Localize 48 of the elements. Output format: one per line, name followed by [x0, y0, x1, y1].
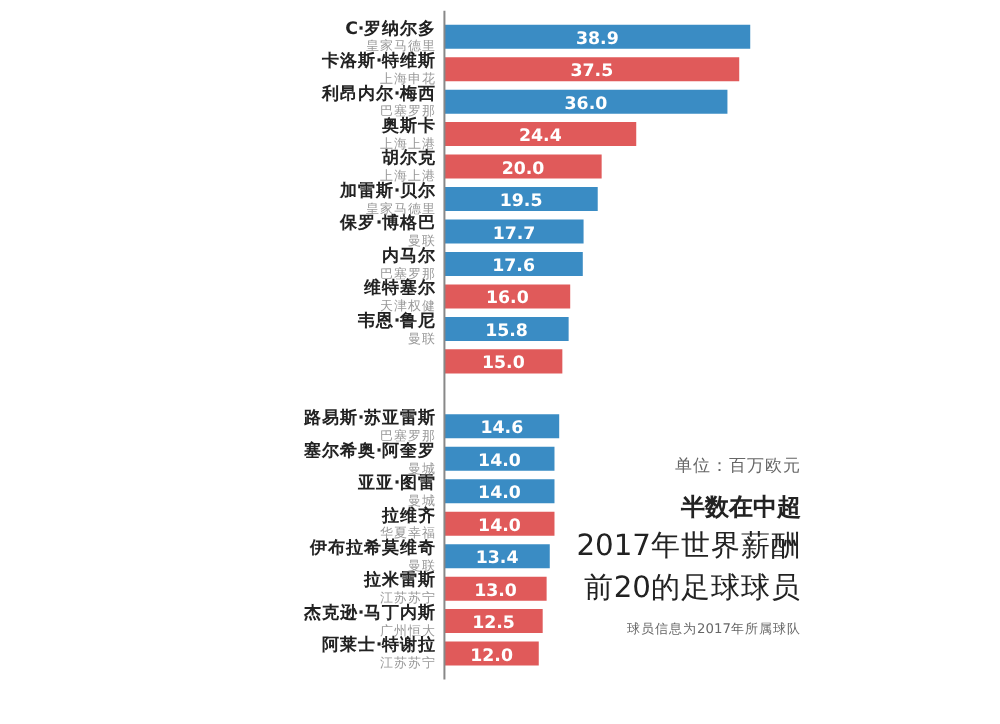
bar [444, 57, 740, 82]
y-tick-label: 拉米雷斯 [362, 569, 437, 592]
y-tick-label: 维特塞尔 [362, 277, 439, 300]
data-label: 15.8 [485, 321, 528, 342]
data-label: 20.0 [501, 159, 545, 180]
data-label: 17.6 [492, 256, 535, 277]
y-tick-label: 路易斯·苏亚雷斯 [301, 407, 437, 430]
text: 2017年世界薪酬前20的足球球员 [576, 529, 802, 605]
data-label: 38.9 [575, 29, 619, 50]
data-label: 15.0 [482, 354, 525, 375]
text: 半数在中超 [679, 493, 801, 521]
bar [444, 89, 728, 114]
y-tick-label: 加雷斯·贝尔 [337, 179, 439, 202]
y-tick-label: C·罗纳尔多 [345, 17, 437, 40]
y-tick-label: 胡尔克 [380, 147, 439, 170]
bar [444, 251, 583, 276]
y-tick-label: 卡洛斯·特维斯 [319, 50, 437, 73]
y-tick-label: 塞尔希奥·阿奎罗 [301, 439, 437, 462]
data-label: 12.0 [470, 646, 513, 667]
bar [444, 154, 602, 179]
y-tick-label: 保罗·博格巴 [337, 212, 437, 235]
data-label: 37.5 [570, 62, 614, 83]
y-tick-label: 内马尔 [382, 244, 439, 267]
y-tick-label: 杰克逊·马丁内斯 [301, 601, 437, 624]
bar [444, 24, 751, 49]
y-tick-label: 奥斯卡 [380, 114, 437, 137]
data-label: 14.0 [478, 484, 521, 505]
data-label: 19.5 [499, 192, 543, 213]
y-tick-label: 韦恩·鲁尼 [355, 309, 437, 332]
bar [444, 122, 637, 147]
y-tick-label: 阿莱士·特谢拉 [321, 634, 437, 657]
data-label: 13.4 [475, 549, 519, 570]
annotation: 单位：百万欧元 [675, 455, 801, 477]
data-label: 36.0 [564, 94, 608, 115]
data-label: 12.5 [472, 614, 515, 635]
y-tick-label: 利昂内尔·梅西 [319, 82, 437, 105]
y-tick-label: 亚亚·图雷 [355, 472, 437, 495]
y-tick-label: 拉维齐 [380, 504, 437, 527]
data-label: 14.6 [480, 419, 524, 440]
data-label: 13.0 [474, 581, 517, 602]
data-label: 17.7 [492, 224, 536, 245]
data-label: 14.0 [478, 516, 521, 537]
bar [444, 187, 598, 212]
data-label: 24.4 [518, 127, 562, 148]
y-tick-label: 伊布拉希莫维奇 [308, 537, 437, 560]
data-label: 16.0 [485, 289, 529, 310]
data-label: 14.0 [478, 451, 521, 472]
bar [444, 219, 584, 244]
